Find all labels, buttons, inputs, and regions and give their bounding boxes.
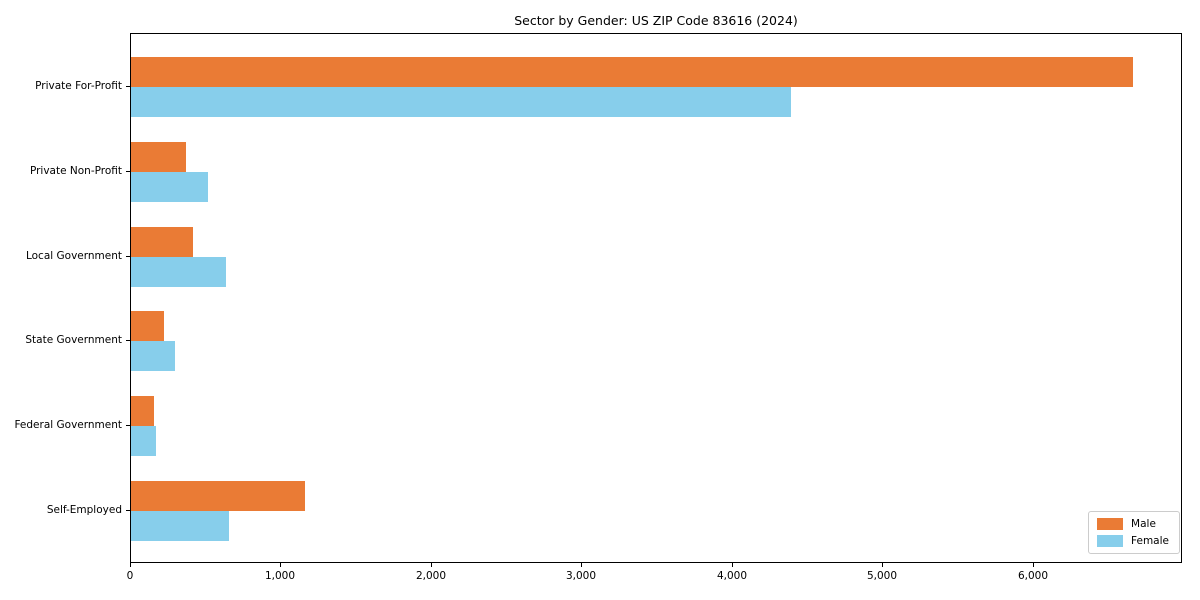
x-tick-label: 1,000 (264, 570, 296, 582)
bar-male-1 (131, 142, 186, 172)
y-tick-label: Local Government (25, 249, 122, 262)
y-tick-mark (126, 510, 130, 511)
x-tick-mark (130, 563, 131, 567)
y-tick-mark (126, 170, 130, 172)
legend-label: Male (1131, 518, 1156, 530)
bar-male-3 (131, 311, 164, 341)
y-tick-label: State Government (25, 334, 122, 347)
x-tick-label: 5,000 (866, 570, 898, 582)
bar-female-2 (131, 257, 226, 287)
x-tick-label: 4,000 (716, 570, 748, 582)
y-tick-label: Private Non-Profit (29, 164, 122, 177)
x-tick-mark (581, 563, 582, 567)
bar-female-1 (131, 172, 208, 202)
legend: Male Female (1088, 511, 1180, 554)
x-tick-mark (431, 563, 432, 567)
x-tick-mark (1033, 563, 1034, 567)
legend-label: Female (1131, 535, 1169, 547)
y-tick-label: Federal Government (14, 419, 122, 432)
y-tick-mark (126, 340, 130, 342)
y-tick-mark (126, 255, 130, 257)
x-tick-label: 6,000 (1017, 570, 1049, 582)
x-tick-mark (882, 563, 883, 567)
legend-entry-male: Male (1097, 518, 1169, 530)
x-tick-mark (280, 563, 281, 567)
bar-female-0 (131, 87, 791, 117)
bar-female-4 (131, 426, 156, 456)
y-tick-mark (126, 86, 130, 87)
y-tick-mark (126, 425, 130, 427)
bar-female-3 (131, 341, 175, 371)
legend-swatch-female (1097, 535, 1124, 547)
bar-male-5 (131, 481, 305, 511)
plot-area (130, 33, 1182, 563)
legend-swatch-male (1097, 518, 1124, 530)
x-tick-label: 0 (126, 570, 134, 582)
bar-female-5 (131, 511, 229, 541)
bar-male-4 (131, 396, 154, 426)
x-tick-label: 2,000 (415, 570, 447, 582)
y-tick-label: Self-Employed (46, 504, 122, 516)
chart-title: Sector by Gender: US ZIP Code 83616 (202… (514, 13, 798, 28)
x-tick-label: 3,000 (565, 570, 597, 582)
x-tick-mark (732, 563, 733, 567)
legend-entry-female: Female (1097, 535, 1169, 547)
bar-male-0 (131, 57, 1133, 87)
bar-male-2 (131, 227, 193, 257)
y-tick-label: Private For-Profit (35, 80, 122, 92)
